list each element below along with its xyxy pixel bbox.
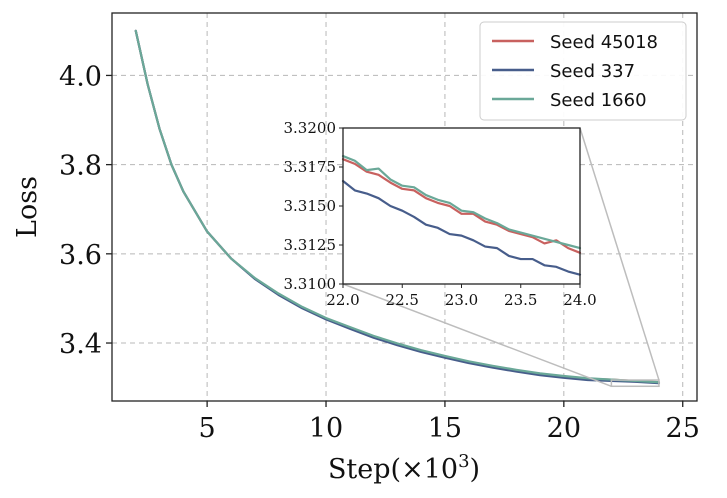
main-plot-frame bbox=[111, 12, 698, 402]
y-tick-label: 4.0 bbox=[59, 61, 102, 92]
x-tick-label: 10 bbox=[309, 413, 343, 444]
inset-x-tick-labels: 22.0 22.5 23.0 23.5 24.0 bbox=[326, 291, 596, 309]
inset-series-line-0 bbox=[341, 158, 582, 254]
x-tick-label: 20 bbox=[547, 413, 581, 444]
inset-y-tick-label: 3.3200 bbox=[284, 119, 337, 137]
inset-y-tick-label: 3.3125 bbox=[284, 236, 337, 254]
inset-series-line-1 bbox=[341, 179, 582, 276]
inset-x-tick-label: 23.0 bbox=[445, 291, 478, 309]
legend: Seed 45018 Seed 337 Seed 1660 bbox=[479, 21, 687, 121]
inset-series-line-2 bbox=[341, 154, 582, 250]
inset-y-tick-labels: 3.3100 3.3125 3.3150 3.3175 3.3200 bbox=[284, 119, 337, 293]
inset-y-tick-label: 3.3100 bbox=[284, 275, 337, 293]
inset-y-tick-label: 3.3150 bbox=[284, 197, 337, 215]
inset-series-lines bbox=[341, 154, 582, 276]
main-tick-marks bbox=[106, 74, 684, 407]
inset-y-tick-label: 3.3175 bbox=[284, 158, 337, 176]
x-tick-label: 15 bbox=[428, 413, 462, 444]
inset-x-tick-label: 22.5 bbox=[386, 291, 419, 309]
y-tick-label: 3.8 bbox=[59, 151, 102, 182]
inset-tick-marks bbox=[339, 127, 581, 288]
x-tick-label: 5 bbox=[199, 413, 216, 444]
main-y-tick-labels: 3.4 3.6 3.8 4.0 bbox=[59, 61, 102, 360]
inset-background bbox=[343, 128, 580, 284]
main-series-lines bbox=[134, 29, 661, 385]
legend-box bbox=[479, 21, 687, 121]
inset-x-tick-label: 24.0 bbox=[563, 291, 596, 309]
y-axis-label: Loss bbox=[12, 176, 43, 238]
inset-x-tick-label: 22.0 bbox=[326, 291, 359, 309]
legend-label-2: Seed 1660 bbox=[550, 90, 647, 111]
zoom-region-box bbox=[610, 379, 660, 388]
zoom-connector-lower bbox=[342, 283, 612, 387]
main-x-tick-labels: 5 10 15 20 25 bbox=[199, 413, 700, 444]
y-tick-label: 3.4 bbox=[59, 329, 102, 360]
x-axis-label: Step(×103) bbox=[328, 451, 480, 485]
zoom-connector-upper bbox=[579, 127, 660, 381]
legend-label-0: Seed 45018 bbox=[550, 32, 658, 53]
inset-x-tick-label: 23.5 bbox=[504, 291, 537, 309]
main-series-line-2 bbox=[134, 29, 661, 384]
y-tick-label: 3.6 bbox=[59, 240, 102, 271]
x-tick-label: 25 bbox=[666, 413, 700, 444]
zoom-indicator bbox=[342, 127, 660, 388]
legend-label-1: Seed 337 bbox=[550, 61, 635, 82]
